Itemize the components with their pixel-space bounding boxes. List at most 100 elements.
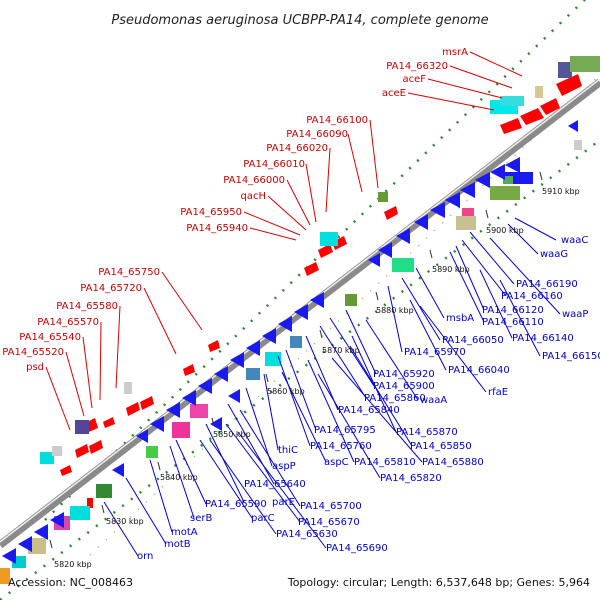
reverse-feature[interactable] — [445, 192, 460, 208]
reverse-feature[interactable] — [214, 366, 228, 382]
gene-label-blue[interactable]: parC — [251, 513, 275, 524]
reverse-feature[interactable] — [18, 536, 32, 552]
gene-label-blue[interactable]: PA14_65640 — [244, 479, 306, 490]
gene-label-red[interactable]: PA14_65580 — [56, 301, 118, 312]
gene-label-blue[interactable]: PA14_65900 — [373, 381, 435, 392]
reverse-feature[interactable] — [262, 328, 276, 344]
forward-feature[interactable] — [318, 244, 333, 258]
forward-feature[interactable] — [140, 396, 154, 410]
feature-block[interactable] — [535, 86, 543, 98]
forward-feature[interactable] — [87, 498, 93, 508]
gene-label-red[interactable]: PA14_65940 — [186, 223, 248, 234]
forward-feature[interactable] — [556, 74, 582, 96]
feature-block[interactable] — [124, 382, 132, 394]
forward-feature[interactable] — [500, 118, 522, 134]
reverse-feature[interactable] — [198, 378, 212, 394]
feature-block[interactable] — [503, 176, 513, 184]
gene-label-blue[interactable]: PA14_65630 — [276, 529, 338, 540]
reverse-feature[interactable] — [150, 416, 164, 432]
gene-label-blue[interactable]: motA — [171, 527, 198, 538]
reverse-feature[interactable] — [136, 429, 148, 443]
gene-label-red[interactable]: PA14_66000 — [223, 175, 285, 186]
reverse-feature[interactable] — [475, 172, 490, 188]
reverse-feature[interactable] — [230, 352, 244, 368]
gene-label-red[interactable]: aceF — [402, 74, 426, 85]
gene-label-blue[interactable]: PA14_65970 — [404, 347, 466, 358]
gene-label-blue[interactable]: PA14_66160 — [501, 291, 563, 302]
gene-label-red[interactable]: PA14_65540 — [19, 332, 81, 343]
gene-label-blue[interactable]: PA14_65760 — [310, 441, 372, 452]
feature-block[interactable] — [558, 62, 572, 78]
feature-block[interactable] — [190, 404, 208, 418]
gene-label-blue[interactable]: rfaE — [488, 387, 508, 398]
gene-label-blue[interactable]: PA14_65670 — [298, 517, 360, 528]
feature-block[interactable] — [265, 352, 281, 366]
gene-label-blue[interactable]: PA14_66110 — [482, 317, 544, 328]
feature-block[interactable] — [96, 484, 112, 498]
forward-feature[interactable] — [540, 98, 560, 115]
reverse-feature[interactable] — [490, 164, 505, 180]
forward-feature[interactable] — [60, 465, 72, 476]
gene-label-blue[interactable]: serB — [190, 513, 212, 524]
gene-label-blue[interactable]: PA14_65690 — [326, 543, 388, 554]
forward-feature[interactable] — [126, 402, 140, 416]
gene-label-blue[interactable]: PA14_66190 — [516, 279, 578, 290]
feature-block[interactable] — [246, 368, 260, 380]
reverse-feature[interactable] — [246, 340, 260, 356]
gene-label-blue[interactable]: PA14_65795 — [314, 425, 376, 436]
feature-block[interactable] — [52, 446, 62, 456]
forward-feature[interactable] — [183, 364, 195, 376]
gene-label-blue[interactable]: PA14_66140 — [512, 333, 574, 344]
reverse-feature[interactable] — [2, 548, 16, 564]
gene-label-blue[interactable]: waaG — [540, 249, 568, 260]
gene-label-red[interactable]: msrA — [442, 47, 468, 58]
reverse-feature[interactable] — [278, 316, 292, 332]
reverse-feature[interactable] — [310, 292, 324, 308]
reverse-feature[interactable] — [294, 304, 308, 320]
gene-label-blue[interactable]: PA14_65820 — [380, 473, 442, 484]
reverse-feature[interactable] — [368, 253, 380, 267]
gene-label-blue[interactable]: PA14_66150 — [542, 351, 600, 362]
gene-label-blue[interactable]: PA14_65860 — [364, 393, 426, 404]
gene-label-blue[interactable]: parE — [272, 497, 295, 508]
forward-feature[interactable] — [75, 444, 89, 458]
feature-block[interactable] — [320, 232, 338, 246]
gene-label-blue[interactable]: PA14_65590 — [205, 499, 267, 510]
gene-label-blue[interactable]: waaC — [561, 235, 588, 246]
forward-feature[interactable] — [89, 440, 103, 454]
gene-label-red[interactable]: PA14_65950 — [180, 207, 242, 218]
gene-label-blue[interactable]: msbA — [446, 313, 474, 324]
gene-label-red[interactable]: aceE — [382, 88, 406, 99]
gene-label-blue[interactable]: waaP — [562, 309, 588, 320]
reverse-feature[interactable] — [34, 524, 48, 540]
gene-label-red[interactable]: PA14_65750 — [98, 267, 160, 278]
gene-label-red[interactable]: psd — [26, 362, 44, 373]
gene-label-red[interactable]: qacH — [241, 191, 267, 202]
feature-block[interactable] — [40, 452, 54, 464]
reverse-feature[interactable] — [378, 242, 392, 258]
gene-label-blue[interactable]: PA14_66120 — [482, 305, 544, 316]
gene-label-blue[interactable]: PA14_65810 — [354, 457, 416, 468]
gene-label-red[interactable]: PA14_66090 — [286, 129, 348, 140]
gene-label-blue[interactable]: aspP — [272, 461, 296, 472]
feature-block[interactable] — [75, 420, 89, 434]
feature-block[interactable] — [456, 216, 476, 230]
reverse-feature[interactable] — [166, 402, 180, 418]
gene-label-blue[interactable]: waaA — [420, 395, 447, 406]
forward-feature[interactable] — [520, 108, 544, 125]
feature-block[interactable] — [378, 192, 388, 202]
reverse-feature[interactable] — [505, 157, 520, 173]
feature-block[interactable] — [0, 568, 10, 584]
gene-label-red[interactable]: PA14_66010 — [243, 159, 305, 170]
gene-label-blue[interactable]: PA14_66040 — [448, 365, 510, 376]
gene-label-blue[interactable]: orn — [137, 551, 153, 562]
forward-feature[interactable] — [208, 340, 220, 352]
reverse-feature[interactable] — [414, 214, 428, 230]
feature-block[interactable] — [574, 140, 582, 150]
forward-feature[interactable] — [332, 236, 347, 250]
feature-block[interactable] — [500, 96, 524, 106]
gene-label-blue[interactable]: PA14_65850 — [410, 441, 472, 452]
gene-label-red[interactable]: PA14_66020 — [266, 143, 328, 154]
feature-block[interactable] — [490, 186, 520, 200]
feature-block[interactable] — [345, 294, 357, 306]
